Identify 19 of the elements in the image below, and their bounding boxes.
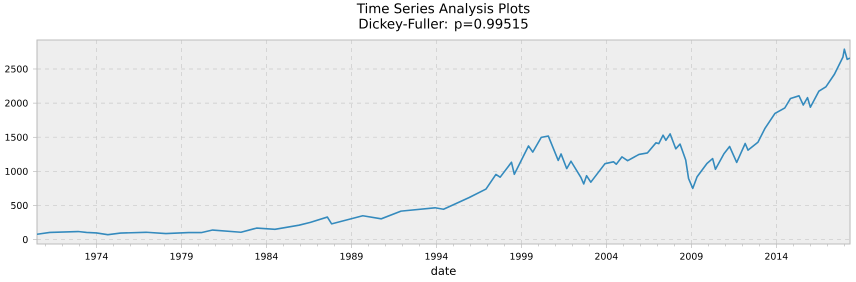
x-tick-label: 2009 xyxy=(680,252,703,260)
x-tick-label: 1994 xyxy=(426,252,448,260)
chart-title: Time Series Analysis Plots xyxy=(356,3,530,16)
x-tick-label: 1979 xyxy=(170,252,193,260)
x-tick-label: 2004 xyxy=(595,252,618,260)
x-axis-title: date xyxy=(431,266,456,276)
x-tick-label: 1974 xyxy=(86,252,108,260)
x-tick-label: 2014 xyxy=(765,252,788,260)
x-tick-label: 1984 xyxy=(256,252,278,260)
chart-subtitle: Dickey-Fuller: p=0.99515 xyxy=(360,18,528,32)
y-tick-label: 1000 xyxy=(6,168,28,175)
y-tick-label: 500 xyxy=(11,202,28,209)
line-series xyxy=(37,48,850,236)
x-tick-label: 1989 xyxy=(340,252,363,260)
y-tick-label: 2000 xyxy=(5,100,28,107)
y-tick-label: 2500 xyxy=(5,65,28,73)
y-tick-label: 1500 xyxy=(6,134,28,141)
x-tick-label: 1999 xyxy=(510,252,533,260)
y-tick-label: 0 xyxy=(22,236,28,244)
